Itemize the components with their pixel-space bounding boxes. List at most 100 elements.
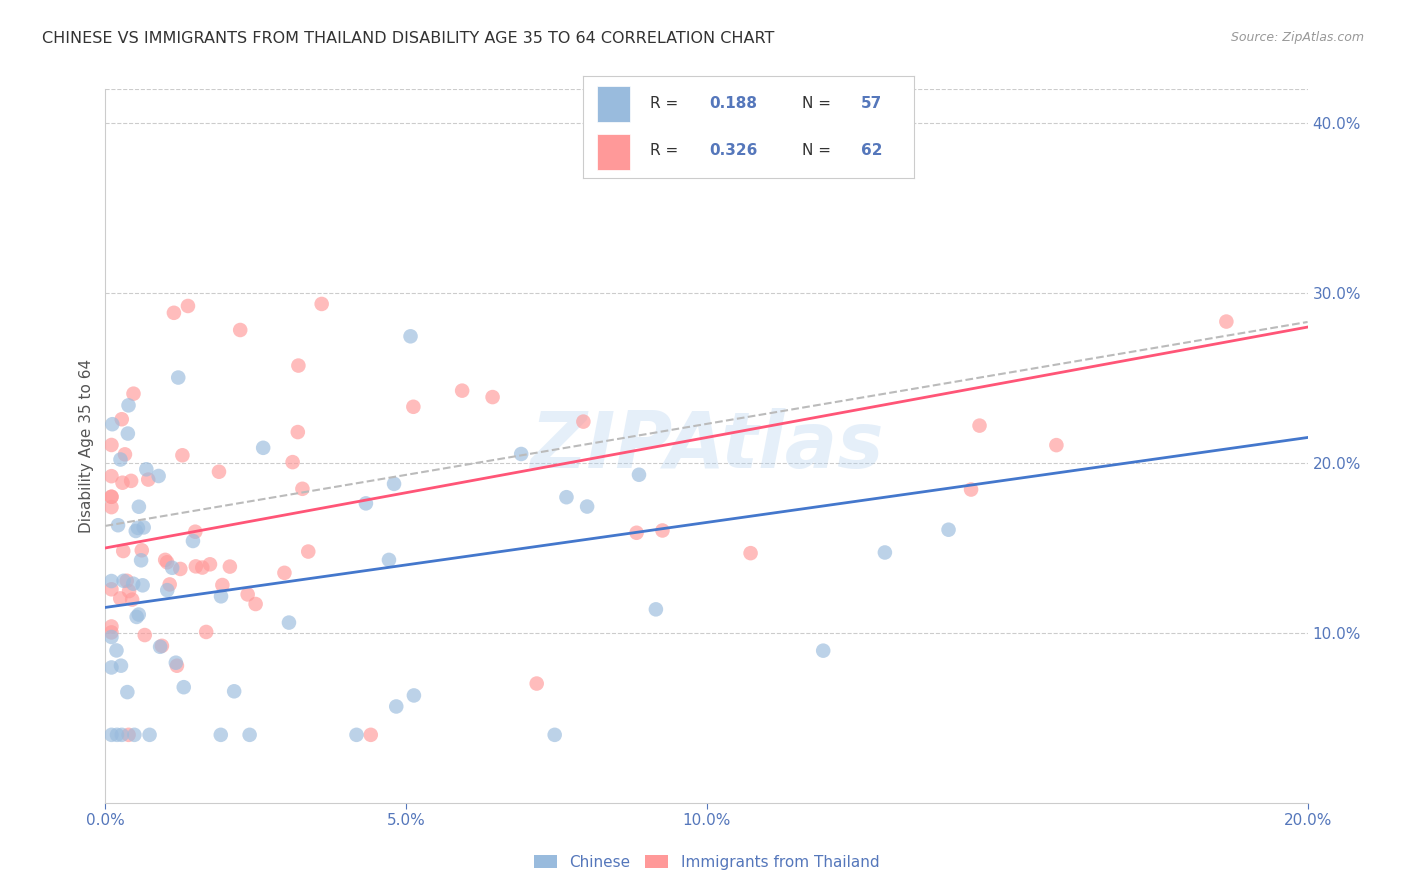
Text: 57: 57 <box>860 96 883 111</box>
Point <box>122 386 145 401</box>
Point <box>111 475 134 490</box>
Point <box>112 574 135 588</box>
Point <box>938 523 960 537</box>
Point <box>110 452 132 467</box>
Text: 0.188: 0.188 <box>709 96 756 111</box>
Point <box>156 555 179 569</box>
Text: N =: N = <box>801 96 835 111</box>
Point <box>402 400 425 414</box>
Point <box>236 587 259 601</box>
Point <box>101 417 124 432</box>
Point <box>112 544 135 558</box>
Point <box>627 467 650 482</box>
Point <box>135 462 157 476</box>
Text: R =: R = <box>650 144 683 158</box>
Point <box>136 473 159 487</box>
Point <box>510 447 533 461</box>
Point <box>311 297 333 311</box>
Point <box>297 544 319 558</box>
Point <box>208 465 231 479</box>
Point <box>105 643 128 657</box>
Point <box>526 676 548 690</box>
Point <box>127 521 149 535</box>
Point <box>291 482 314 496</box>
Point <box>165 656 187 670</box>
Point <box>132 520 155 534</box>
Point <box>111 728 134 742</box>
Point <box>107 518 129 533</box>
Point <box>128 500 150 514</box>
Point <box>172 448 194 462</box>
Point <box>651 524 673 538</box>
Point <box>402 689 425 703</box>
Point <box>873 545 896 559</box>
FancyBboxPatch shape <box>596 135 630 170</box>
Point <box>118 584 141 599</box>
Point <box>156 583 179 598</box>
Point <box>173 680 195 694</box>
Point <box>181 533 204 548</box>
Y-axis label: Disability Age 35 to 64: Disability Age 35 to 64 <box>79 359 94 533</box>
Point <box>481 390 503 404</box>
Point <box>555 490 578 504</box>
Point <box>117 426 139 441</box>
Text: 62: 62 <box>860 144 883 158</box>
Point <box>125 524 148 538</box>
Point <box>626 525 648 540</box>
Point <box>100 500 122 515</box>
Point <box>211 578 233 592</box>
Point <box>378 553 401 567</box>
Point <box>385 699 408 714</box>
Point <box>278 615 301 630</box>
Point <box>100 438 122 452</box>
Point <box>960 483 983 497</box>
Point <box>811 643 834 657</box>
Point <box>572 415 595 429</box>
Text: R =: R = <box>650 96 683 111</box>
Point <box>346 728 368 742</box>
Point <box>177 299 200 313</box>
Point <box>184 524 207 539</box>
Point <box>198 558 221 572</box>
Point <box>100 660 122 674</box>
Point <box>100 619 122 633</box>
Point <box>134 628 156 642</box>
Point <box>159 577 181 591</box>
Point <box>740 546 762 560</box>
Point <box>209 590 232 604</box>
Point <box>100 582 122 597</box>
Point <box>121 592 143 607</box>
Point <box>100 625 122 640</box>
Point <box>229 323 252 337</box>
Point <box>124 728 146 742</box>
Point <box>148 469 170 483</box>
Point <box>117 685 139 699</box>
Point <box>114 447 136 461</box>
Point <box>1045 438 1067 452</box>
Text: N =: N = <box>801 144 835 158</box>
Point <box>209 728 232 742</box>
Point <box>287 425 309 439</box>
Point <box>360 728 382 742</box>
Text: Source: ZipAtlas.com: Source: ZipAtlas.com <box>1230 31 1364 45</box>
Point <box>354 496 377 510</box>
Point <box>115 574 138 588</box>
Point <box>125 610 148 624</box>
Point <box>184 559 207 574</box>
Point <box>163 306 186 320</box>
Point <box>195 624 218 639</box>
FancyBboxPatch shape <box>596 87 630 122</box>
Point <box>122 576 145 591</box>
Text: 0.326: 0.326 <box>709 144 758 158</box>
Point <box>138 728 160 742</box>
Point <box>100 469 122 483</box>
Point <box>218 559 240 574</box>
Point <box>576 500 599 514</box>
Point <box>224 684 246 698</box>
Point <box>120 474 142 488</box>
Point <box>105 728 128 742</box>
Text: ZIPAtlas: ZIPAtlas <box>530 408 883 484</box>
Point <box>100 728 122 742</box>
Point <box>167 370 190 384</box>
Point <box>239 728 262 742</box>
